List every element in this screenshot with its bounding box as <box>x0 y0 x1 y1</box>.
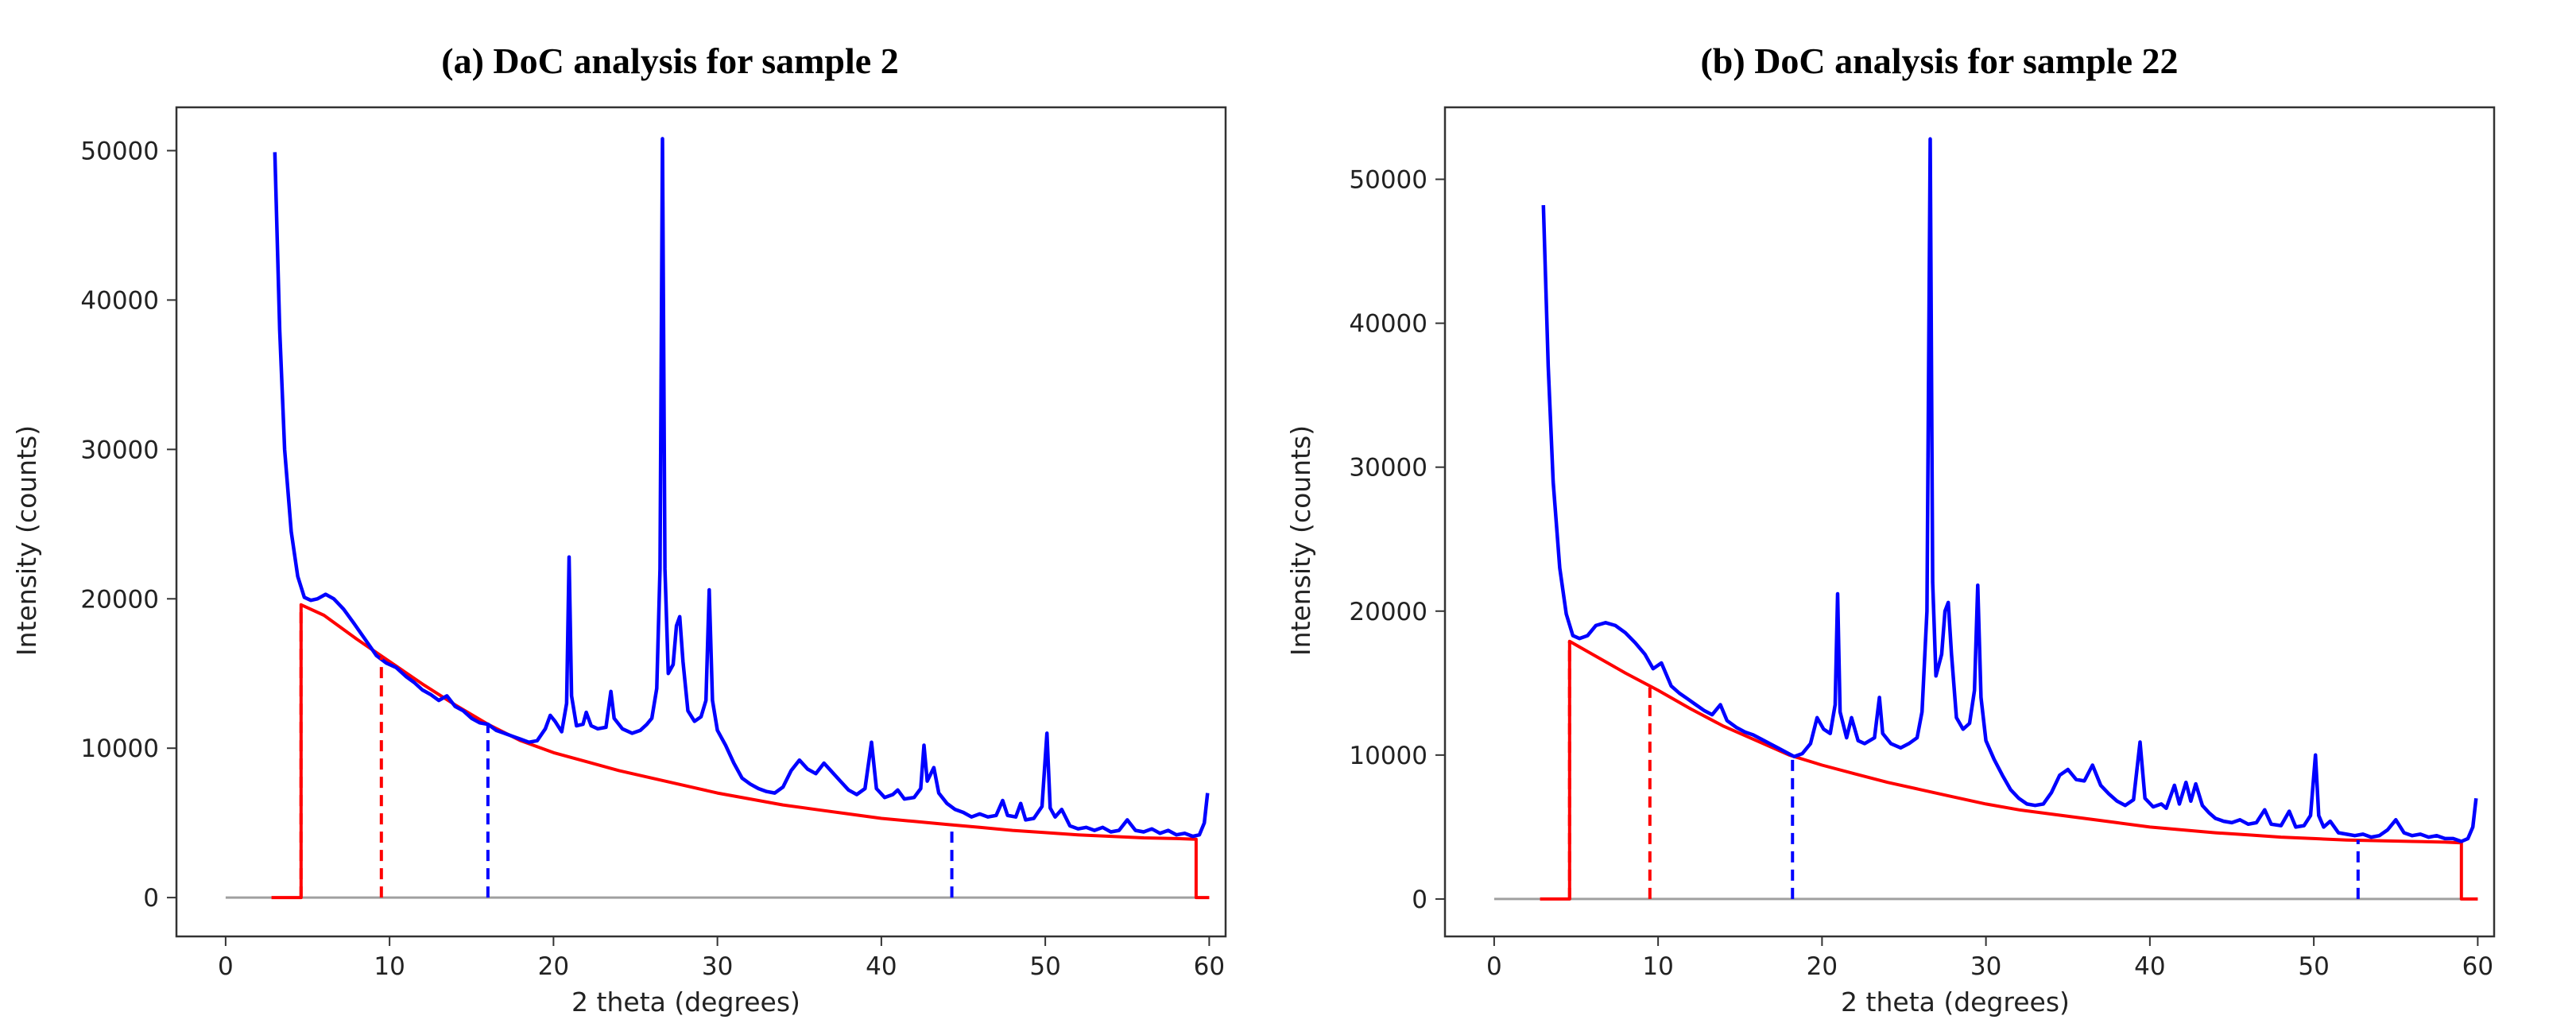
x-tick-label: 0 <box>1486 952 1502 981</box>
x-tick-label: 20 <box>1807 952 1838 981</box>
y-tick-label: 20000 <box>1349 598 1427 626</box>
x-tick-label: 10 <box>1642 952 1673 981</box>
y-tick-label: 50000 <box>1349 166 1427 195</box>
xrd-pattern-line <box>1541 137 2478 843</box>
x-tick-label: 50 <box>1029 952 1060 981</box>
x-tick-label: 20 <box>538 952 569 981</box>
y-tick-label: 30000 <box>1349 454 1427 483</box>
plot-frame <box>1443 106 2496 938</box>
chart-title: (b) DoC analysis for sample 22 <box>1700 41 2178 81</box>
y-tick-label: 10000 <box>1349 742 1427 770</box>
y-tick-label: 0 <box>1412 886 1427 914</box>
chart-panel-a: (a) DoC analysis for sample 2 2 theta (d… <box>11 41 1227 1018</box>
y-tick-label: 40000 <box>80 286 159 315</box>
y-tick-label: 30000 <box>80 436 159 464</box>
x-tick-label: 60 <box>1194 952 1225 981</box>
chart-title: (a) DoC analysis for sample 2 <box>441 41 898 81</box>
x-tick-label: 40 <box>2134 952 2165 981</box>
x-axis-label: 2 theta (degrees) <box>1841 987 2070 1018</box>
plot-frame <box>175 106 1227 938</box>
x-tick-label: 30 <box>1970 952 2001 981</box>
y-tick-label: 10000 <box>80 735 159 763</box>
y-tick-label: 20000 <box>80 585 159 614</box>
y-tick-label: 50000 <box>80 137 159 165</box>
x-tick-label: 10 <box>374 952 405 981</box>
fitted-background-line <box>1540 639 2478 901</box>
y-axis-label: Intensity (counts) <box>11 425 42 656</box>
x-tick-label: 0 <box>218 952 234 981</box>
chart-panel-b: (b) DoC analysis for sample 22 2 theta (… <box>1285 41 2496 1018</box>
y-tick-label: 0 <box>143 884 159 913</box>
x-tick-label: 40 <box>866 952 897 981</box>
y-tick-label: 40000 <box>1349 310 1427 339</box>
x-axis-label: 2 theta (degrees) <box>571 987 800 1018</box>
fitted-background-line <box>271 603 1210 900</box>
y-axis-label: Intensity (counts) <box>1285 425 1316 656</box>
x-tick-label: 50 <box>2298 952 2329 981</box>
x-tick-label: 60 <box>2462 952 2493 981</box>
x-tick-label: 30 <box>702 952 733 981</box>
xrd-pattern-line <box>273 137 1210 839</box>
